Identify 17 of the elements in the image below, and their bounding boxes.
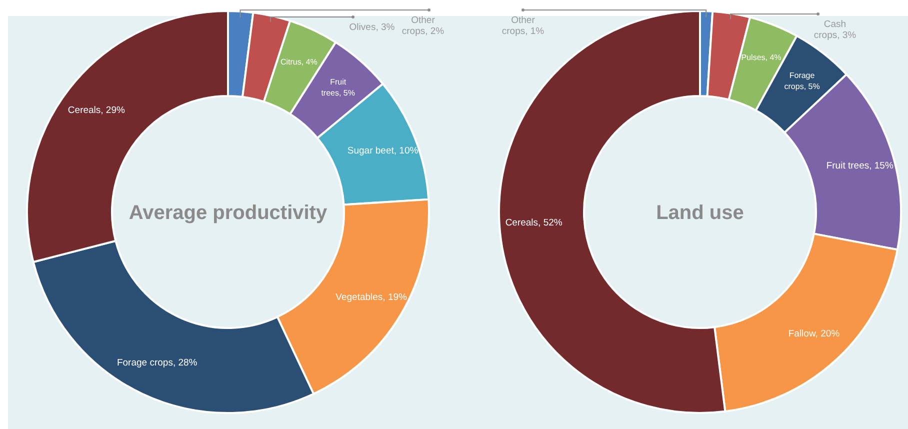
slice-label: Cereals, 52% bbox=[505, 217, 563, 228]
slice-label: Cash crops, 3% bbox=[814, 19, 857, 41]
slice-label: Forage crops, 28% bbox=[116, 358, 198, 369]
slice-label: Other crops, 2% bbox=[402, 15, 445, 37]
slice-label: Vegetables, 19% bbox=[336, 292, 408, 303]
text: Land use bbox=[656, 202, 744, 224]
slice-label: Citrus, 4% bbox=[280, 57, 318, 66]
slice-label: Sugar beet, 10% bbox=[347, 146, 419, 157]
slice-label: Cereals, 29% bbox=[68, 104, 126, 116]
text: Average productivity bbox=[128, 202, 328, 224]
slice-label: Forage crops, 5% bbox=[784, 70, 820, 91]
slice-label: Pulses, 4% bbox=[741, 53, 782, 62]
slice-label: Olives, 3% bbox=[349, 22, 396, 33]
slice-label: Fruit trees, 5% bbox=[321, 78, 356, 98]
slice-label: Fallow, 20% bbox=[788, 328, 840, 340]
slice-label: Fruit trees, 15% bbox=[826, 160, 894, 172]
slice-label: Other crops, 1% bbox=[502, 15, 545, 37]
